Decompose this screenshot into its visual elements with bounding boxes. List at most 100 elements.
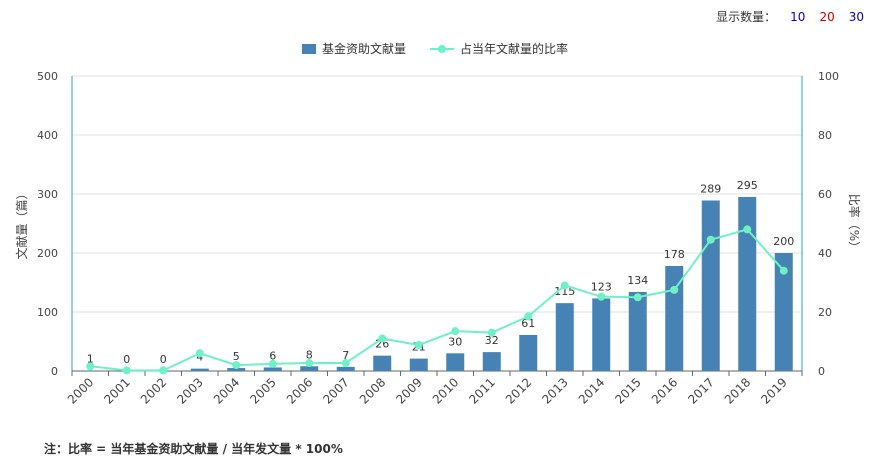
ratio-point-2000	[86, 362, 95, 371]
x-tick-label: 2018	[722, 375, 753, 406]
bar-2018	[738, 196, 757, 371]
y-tick-label: 300	[37, 188, 58, 201]
legend-bar-label: 基金资助文献量	[321, 42, 406, 56]
y-tick-label: 200	[37, 247, 58, 260]
ratio-point-2005	[268, 359, 277, 368]
chart-legend: 基金资助文献量 占当年文献量的比率	[0, 40, 870, 57]
ratio-point-2019	[779, 266, 788, 275]
x-tick-label: 2012	[503, 375, 534, 406]
bar-2000	[81, 370, 100, 371]
bar-2014	[592, 298, 611, 371]
legend-bar-swatch	[301, 43, 316, 54]
ratio-point-2016	[670, 285, 679, 294]
ratio-point-2009	[414, 341, 423, 350]
bar-2008	[373, 355, 392, 371]
bar-value-label: 6	[269, 349, 276, 362]
ratio-point-2013	[560, 281, 569, 290]
y-tick-label: 400	[37, 129, 58, 142]
legend-item-line[interactable]: 占当年文献量的比率	[430, 40, 568, 57]
bar-2003	[190, 368, 209, 371]
bar-value-label: 8	[306, 348, 313, 361]
y2-tick-label: 20	[818, 306, 832, 319]
bar-value-label: 32	[485, 334, 499, 347]
x-tick-label: 2015	[612, 375, 643, 406]
ratio-line	[90, 228, 785, 372]
display-count-label: 显示数量：	[716, 10, 777, 24]
x-tick-label: 2014	[576, 375, 607, 406]
x-tick-label: 2000	[65, 375, 96, 406]
bar-value-label: 61	[521, 317, 535, 330]
bar-2015	[628, 291, 647, 371]
ratio-point-2001	[122, 366, 131, 375]
y2-axis-title: 比率（%）	[847, 194, 862, 253]
x-tick-label: 2001	[101, 375, 132, 406]
bar-2011	[482, 352, 501, 371]
bar-2016	[665, 265, 684, 371]
bar-2009	[409, 358, 428, 371]
footnote: 注：比率 = 当年基金资助文献量 / 当年发文量 * 100%	[44, 442, 343, 456]
x-tick-label: 2004	[211, 375, 242, 406]
x-tick-label: 2016	[649, 375, 680, 406]
bar-2013	[555, 303, 574, 371]
ratio-point-2014	[597, 292, 606, 301]
ratio-point-2002	[159, 366, 168, 375]
legend-item-bar[interactable]: 基金资助文献量	[301, 40, 406, 57]
display-count-option-10[interactable]: 10	[790, 9, 806, 24]
x-tick-label: 2019	[758, 375, 789, 406]
y2-tick-label: 100	[818, 70, 839, 83]
ratio-point-2006	[305, 359, 314, 368]
legend-line-label: 占当年文献量的比率	[460, 42, 569, 56]
ratio-point-2010	[451, 327, 460, 336]
display-count-option-20[interactable]: 20	[819, 9, 835, 24]
x-tick-label: 2007	[320, 375, 351, 406]
legend-line-swatch	[430, 44, 454, 54]
x-tick-label: 2006	[284, 375, 315, 406]
bar-value-label: 0	[160, 353, 167, 366]
ratio-point-2012	[524, 312, 533, 321]
ratio-point-2017	[706, 235, 715, 244]
bar-2019	[774, 253, 793, 371]
bar-value-label: 200	[773, 235, 794, 248]
x-tick-label: 2002	[138, 375, 169, 406]
y-axis-title: 文献量（篇）	[14, 187, 29, 259]
bar-2007	[336, 366, 355, 371]
ratio-point-2004	[232, 361, 241, 370]
bar-value-label: 30	[448, 335, 462, 348]
bar-2006	[300, 366, 319, 371]
ratio-point-2018	[743, 225, 752, 234]
bar-value-label: 5	[233, 350, 240, 363]
ratio-point-2007	[341, 359, 350, 368]
y2-tick-label: 40	[818, 247, 832, 260]
display-count-selector: 显示数量： 10 20 30	[716, 8, 864, 25]
x-tick-label: 2010	[430, 375, 461, 406]
y2-tick-label: 0	[818, 365, 825, 378]
ratio-point-2015	[633, 293, 642, 302]
bar-value-label: 115	[554, 285, 575, 298]
bar-value-label: 7	[342, 349, 349, 362]
y-tick-label: 100	[37, 306, 58, 319]
y2-tick-label: 80	[818, 129, 832, 142]
ratio-point-2003	[195, 349, 204, 358]
bar-2010	[446, 353, 465, 371]
y-tick-label: 0	[51, 365, 58, 378]
bar-value-label: 134	[627, 274, 648, 287]
ratio-point-2008	[378, 334, 387, 343]
x-tick-label: 2017	[685, 375, 716, 406]
bar-2012	[519, 335, 538, 371]
display-count-option-30[interactable]: 30	[848, 9, 864, 24]
x-tick-label: 2009	[393, 375, 424, 406]
bar-2004	[227, 368, 246, 371]
y-tick-label: 500	[37, 70, 58, 83]
bar-2005	[263, 367, 282, 371]
y2-tick-label: 60	[818, 188, 832, 201]
x-tick-label: 2013	[539, 375, 570, 406]
bar-value-label: 0	[123, 353, 130, 366]
bar-value-label: 295	[737, 179, 758, 192]
ratio-point-2011	[487, 328, 496, 337]
x-tick-label: 2003	[174, 375, 205, 406]
bar-value-label: 178	[664, 248, 685, 261]
x-tick-label: 2005	[247, 375, 278, 406]
x-tick-label: 2008	[357, 375, 388, 406]
bar-2017	[701, 200, 720, 371]
